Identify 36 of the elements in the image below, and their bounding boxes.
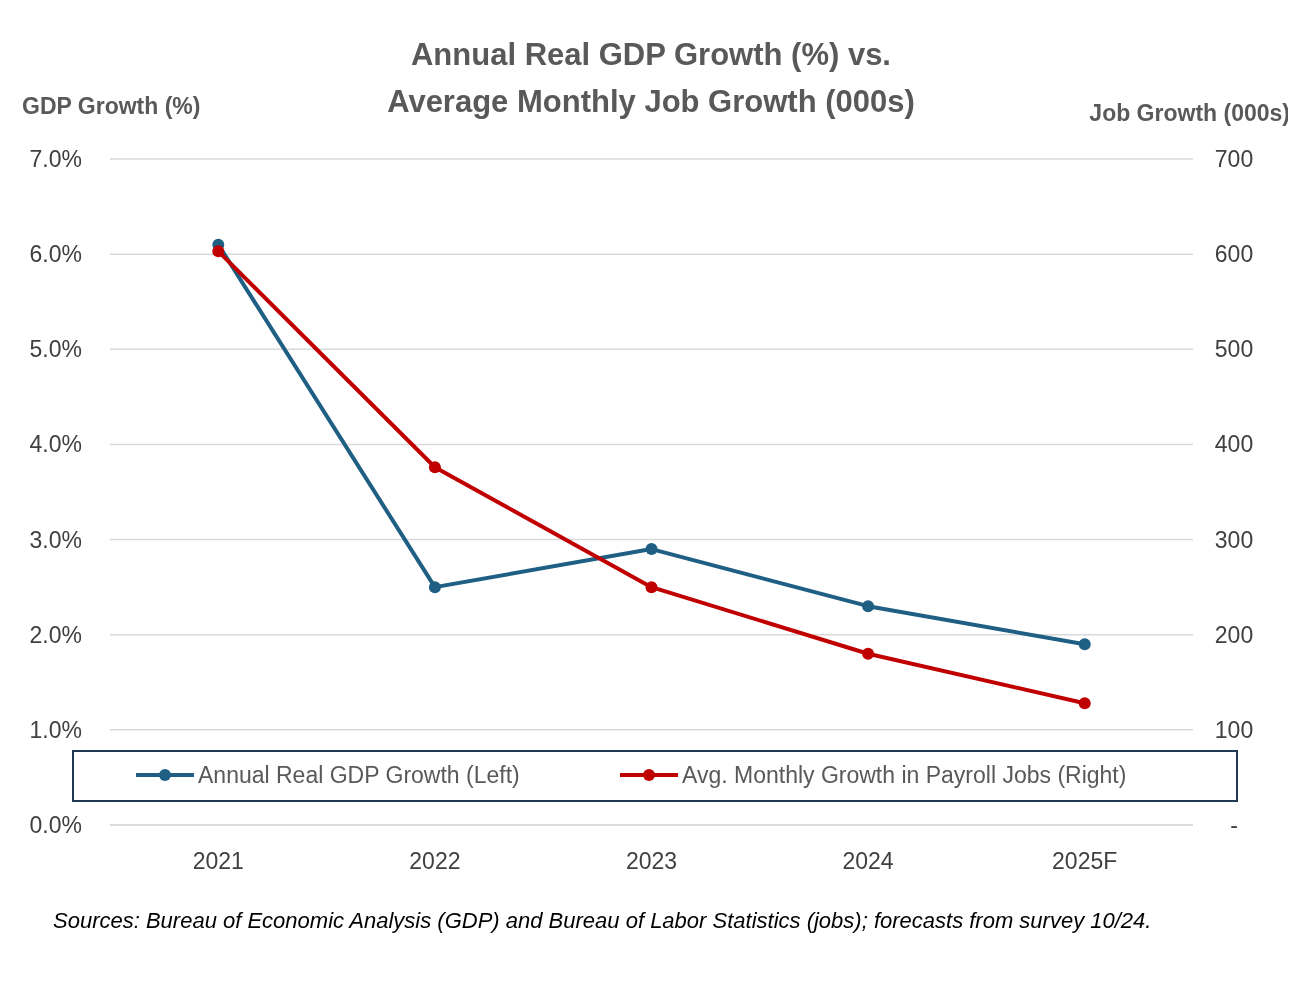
x-tick-label: 2023: [625, 848, 678, 874]
y2-tick-label: 600: [1214, 241, 1254, 268]
point: [1078, 638, 1091, 651]
x-tick-label: 2021: [192, 848, 244, 874]
point: [428, 581, 441, 594]
y2-tick-label: 100: [1214, 716, 1254, 743]
y2-tick-label: -: [1230, 812, 1238, 838]
y-tick-label: 3.0%: [29, 526, 82, 553]
y2-tick-label: 200: [1214, 621, 1254, 648]
y2-tick-label: 700: [1214, 146, 1254, 172]
point: [645, 543, 658, 556]
point: [428, 461, 441, 474]
point: [1078, 697, 1091, 710]
y-tick-label: 1.0%: [29, 716, 82, 743]
point: [862, 600, 875, 613]
y-tick-label: 0.0%: [29, 812, 82, 838]
x-tick-label: 2024: [842, 848, 894, 874]
x-tick-label: 2025F: [1052, 848, 1118, 874]
y-tick-label: 2.0%: [29, 621, 82, 648]
chart-title: Annual Real GDP Growth (%) vs. Average Monthly Job Growth (000s): [387, 37, 915, 119]
y-axis-title: GDP Growth (%): [22, 93, 201, 119]
point: [862, 647, 875, 660]
x-tick-label: 2022: [409, 848, 461, 874]
legend-label: Annual Real GDP Growth (Left): [198, 762, 520, 788]
y2-axis-title: Job Growth (000s): [1089, 100, 1290, 126]
y2-tick-label: 500: [1214, 336, 1254, 363]
y-tick-label: 7.0%: [29, 146, 82, 172]
y-tick-label: 6.0%: [29, 241, 82, 268]
y-tick-label: 5.0%: [29, 336, 82, 363]
point: [645, 581, 658, 594]
y2-tick-label: 400: [1214, 431, 1254, 458]
legend-label: Avg. Monthly Growth in Payroll Jobs (Right): [682, 762, 1127, 788]
source-note: Sources: Bureau of Economic Analysis (GDP) and Bureau of Labor Statistics (jobs); forecasts from survey 10/24.: [53, 908, 1152, 933]
point: [212, 245, 225, 258]
y-tick-label: 4.0%: [29, 431, 82, 458]
y2-tick-label: 300: [1214, 526, 1254, 553]
